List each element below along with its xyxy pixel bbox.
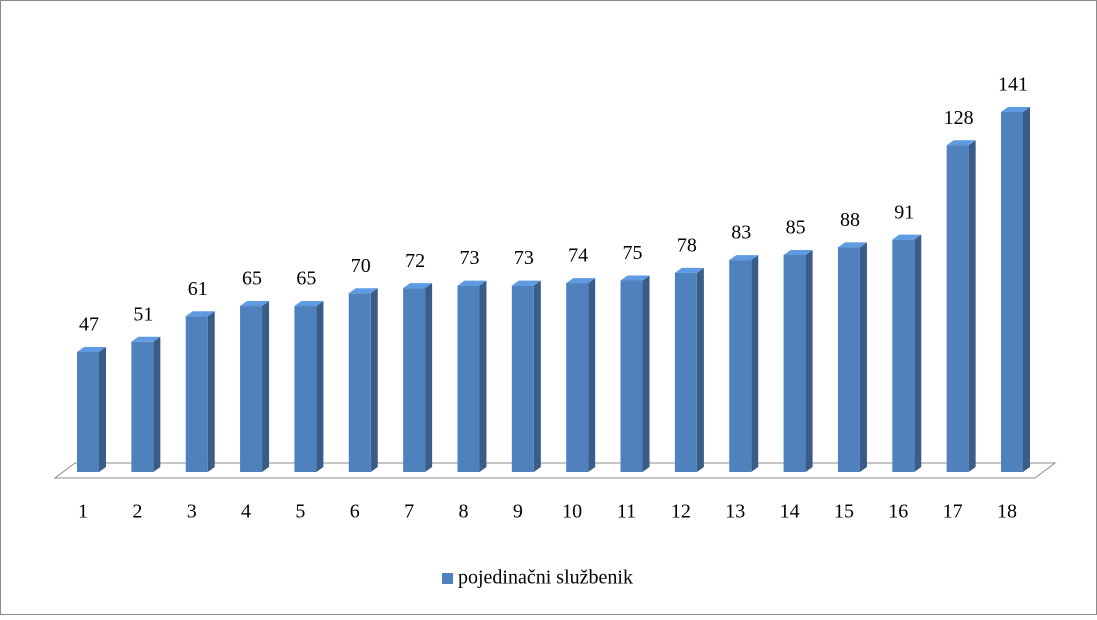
data-label: 141 bbox=[998, 74, 1028, 96]
x-tick-label: 4 bbox=[241, 501, 251, 523]
bar-top bbox=[348, 288, 378, 294]
bar-side bbox=[153, 336, 161, 472]
bar-side bbox=[316, 301, 324, 472]
bar-top bbox=[946, 140, 976, 146]
x-tick-label: 17 bbox=[943, 501, 963, 523]
bar-side bbox=[805, 249, 813, 472]
bar-top bbox=[131, 336, 161, 342]
data-label: 47 bbox=[79, 314, 99, 336]
bar bbox=[729, 260, 752, 472]
data-label: 65 bbox=[242, 268, 262, 290]
x-tick-label: 18 bbox=[997, 501, 1017, 523]
data-label: 88 bbox=[840, 209, 860, 231]
bar bbox=[946, 145, 969, 473]
data-label: 75 bbox=[623, 242, 643, 264]
bar-top bbox=[403, 283, 433, 289]
data-label: 74 bbox=[568, 245, 588, 267]
bar-top bbox=[783, 249, 813, 255]
x-tick-label: 15 bbox=[834, 501, 854, 523]
bar-side bbox=[533, 280, 541, 472]
bar-top bbox=[294, 301, 324, 307]
data-label: 51 bbox=[133, 303, 153, 325]
bar-top bbox=[457, 280, 487, 286]
legend-swatch bbox=[442, 573, 453, 584]
data-label: 65 bbox=[296, 268, 316, 290]
bar-side bbox=[425, 283, 433, 472]
bar bbox=[348, 293, 371, 472]
bar-side bbox=[479, 280, 487, 472]
bar-top bbox=[892, 234, 922, 240]
bar-top bbox=[511, 280, 541, 286]
x-tick-label: 6 bbox=[350, 501, 360, 523]
data-label: 83 bbox=[731, 222, 751, 244]
bar bbox=[77, 352, 99, 472]
x-tick-label: 14 bbox=[780, 501, 800, 523]
bar-side bbox=[1023, 107, 1030, 472]
bar bbox=[294, 306, 317, 472]
bar-top bbox=[837, 242, 867, 248]
bar bbox=[457, 285, 480, 472]
x-tick-label: 8 bbox=[458, 501, 468, 523]
bar-side bbox=[207, 311, 215, 472]
bar-top bbox=[566, 278, 596, 284]
bar-top bbox=[1001, 107, 1030, 112]
x-tick-label: 16 bbox=[888, 501, 908, 523]
bar-side bbox=[968, 140, 976, 473]
data-label: 73 bbox=[459, 247, 479, 269]
data-label: 72 bbox=[405, 250, 425, 272]
bar-side bbox=[751, 255, 759, 472]
x-tick-label: 3 bbox=[187, 501, 197, 523]
bar-side bbox=[99, 347, 106, 472]
x-tick-label: 13 bbox=[725, 501, 745, 523]
bar-top bbox=[620, 275, 650, 281]
bar bbox=[620, 280, 643, 472]
data-label: 85 bbox=[786, 217, 806, 239]
bar-top bbox=[674, 267, 704, 273]
x-tick-label: 10 bbox=[562, 501, 582, 523]
bar bbox=[783, 254, 806, 472]
bar bbox=[1001, 112, 1023, 472]
data-label: 128 bbox=[944, 107, 974, 129]
bar-top bbox=[240, 301, 270, 307]
x-tick-label: 11 bbox=[617, 501, 636, 523]
bar-top bbox=[729, 255, 759, 261]
legend-label: pojedinačni službenik bbox=[458, 567, 633, 589]
data-label: 73 bbox=[514, 247, 534, 269]
bar bbox=[131, 341, 154, 472]
data-label: 91 bbox=[894, 201, 914, 223]
bar-side bbox=[588, 278, 596, 472]
data-label: 78 bbox=[677, 234, 697, 256]
x-tick-label: 12 bbox=[671, 501, 691, 523]
bar bbox=[674, 272, 697, 472]
bar-side bbox=[859, 242, 867, 472]
bar-side bbox=[262, 301, 270, 472]
bar bbox=[403, 288, 426, 472]
data-label: 61 bbox=[188, 278, 208, 300]
x-tick-label: 9 bbox=[513, 501, 523, 523]
bar bbox=[185, 316, 208, 472]
x-tick-label: 7 bbox=[404, 501, 414, 523]
bar-side bbox=[642, 275, 650, 472]
bar bbox=[837, 247, 860, 472]
bar-side bbox=[696, 267, 704, 472]
x-tick-label: 2 bbox=[132, 501, 142, 523]
bar bbox=[566, 283, 589, 472]
bar bbox=[511, 285, 534, 472]
bar-top bbox=[77, 347, 106, 352]
bar-top bbox=[185, 311, 215, 317]
bar-side bbox=[914, 234, 922, 472]
data-label: 70 bbox=[351, 255, 371, 277]
x-tick-label: 5 bbox=[295, 501, 305, 523]
bar-side bbox=[370, 288, 378, 472]
bar bbox=[240, 306, 263, 472]
bar bbox=[892, 239, 915, 472]
x-tick-label: 1 bbox=[78, 501, 88, 523]
